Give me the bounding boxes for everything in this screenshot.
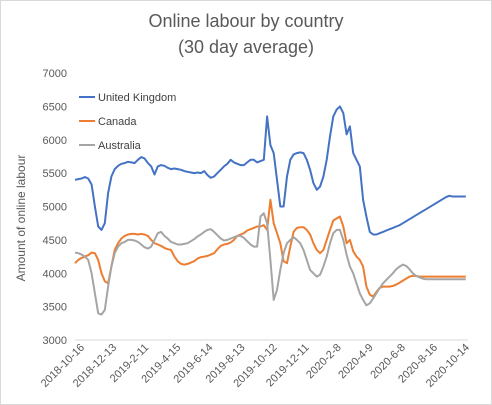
series-lines: [74, 105, 466, 316]
series-line-canada: [74, 198, 466, 298]
y-tick-label: 6000: [43, 135, 67, 147]
chart-subtitle: (30 day average): [178, 37, 314, 57]
legend-label: Canada: [98, 116, 137, 128]
y-tick-label: 3500: [43, 302, 67, 314]
series-line-australia: [74, 212, 466, 316]
y-tick-label: 3000: [43, 335, 67, 347]
y-axis-label: Amount of online labour: [14, 155, 28, 282]
legend-label: Australia: [98, 140, 142, 152]
y-tick-labels: 3000 3500 4000 4500 5000 5500 6000 6500 7000: [43, 68, 67, 347]
chart-title: Online labour by country: [148, 11, 343, 31]
legend-label: United Kingdom: [98, 92, 176, 104]
y-tick-label: 7000: [43, 68, 67, 80]
y-tick-label: 6500: [43, 101, 67, 113]
y-tick-label: 4500: [43, 235, 67, 247]
y-tick-label: 5000: [43, 202, 67, 214]
y-tick-label: 5500: [43, 168, 67, 180]
series-line-united-kingdom: [74, 105, 466, 236]
y-tick-label: 4000: [43, 268, 67, 280]
x-tick-labels: 2018-10-162018-12-132019-2-112019-4-1520…: [39, 342, 472, 390]
legend: United Kingdom Canada Australia: [79, 92, 176, 152]
